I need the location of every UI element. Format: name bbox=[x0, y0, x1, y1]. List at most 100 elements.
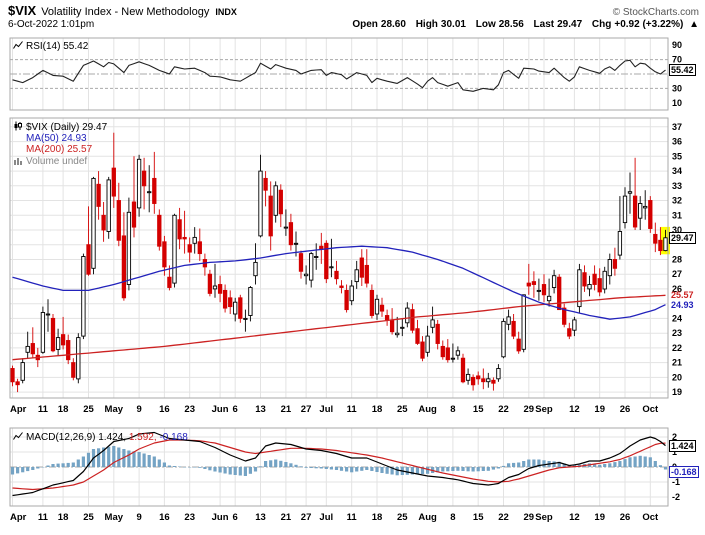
svg-text:Sep: Sep bbox=[535, 512, 553, 523]
svg-text:Oct: Oct bbox=[642, 512, 659, 523]
svg-text:Oct: Oct bbox=[642, 404, 659, 415]
svg-text:13: 13 bbox=[255, 404, 266, 415]
open-value: 28.60 bbox=[380, 19, 406, 30]
svg-text:Jun: Jun bbox=[212, 512, 229, 523]
svg-text:28: 28 bbox=[672, 255, 682, 265]
svg-text:26: 26 bbox=[620, 404, 631, 415]
svg-text:26: 26 bbox=[620, 512, 631, 523]
price-legend-text: $VIX (Daily) 29.47 bbox=[26, 122, 108, 133]
svg-text:16: 16 bbox=[159, 404, 170, 415]
svg-text:30: 30 bbox=[672, 83, 682, 93]
ma200-legend: MA(200) 25.57 bbox=[26, 144, 92, 155]
svg-text:27: 27 bbox=[301, 404, 312, 415]
chg-label: Chg bbox=[591, 19, 612, 30]
ma200-legend-text: MA(200) 25.57 bbox=[26, 144, 93, 155]
svg-text:37: 37 bbox=[672, 122, 682, 132]
svg-text:12: 12 bbox=[569, 512, 580, 523]
svg-text:34: 34 bbox=[672, 166, 682, 176]
svg-text:May: May bbox=[105, 404, 124, 415]
macd-value-label: 1.424 bbox=[669, 440, 696, 452]
svg-text:9: 9 bbox=[136, 512, 141, 523]
svg-text:25: 25 bbox=[397, 512, 408, 523]
svg-text:Sep: Sep bbox=[535, 404, 553, 415]
ma50-legend: MA(50) 24.93 bbox=[26, 133, 87, 144]
svg-text:18: 18 bbox=[372, 512, 383, 523]
macd-legend: MACD(12,26,9) 1.424, 1.592, -0.168 bbox=[13, 431, 188, 444]
svg-text:10: 10 bbox=[672, 98, 682, 108]
svg-text:Aug: Aug bbox=[418, 404, 437, 415]
rsi-panel: 90 70 30 10 bbox=[9, 37, 682, 111]
ma50-line bbox=[12, 245, 666, 320]
up-arrow-icon: ▲ bbox=[689, 19, 699, 30]
hist-value-label: -0.168 bbox=[669, 466, 699, 478]
macd-line bbox=[12, 431, 666, 497]
svg-text:19: 19 bbox=[672, 387, 682, 397]
svg-text:18: 18 bbox=[372, 404, 383, 415]
svg-text:13: 13 bbox=[255, 512, 266, 523]
svg-text:35: 35 bbox=[672, 151, 682, 161]
svg-text:11: 11 bbox=[347, 512, 358, 523]
index-name: Volatility Index - New Methodology bbox=[41, 6, 210, 18]
low-value: 28.56 bbox=[498, 19, 524, 30]
volume-legend-text: Volume undef bbox=[26, 156, 88, 167]
datetime: 6-Oct-2022 1:01pm bbox=[8, 19, 95, 30]
svg-text:11: 11 bbox=[38, 404, 49, 415]
svg-text:25: 25 bbox=[83, 512, 94, 523]
svg-text:25: 25 bbox=[83, 404, 94, 415]
high-value: 30.01 bbox=[440, 19, 466, 30]
svg-text:70: 70 bbox=[672, 55, 682, 65]
svg-text:8: 8 bbox=[450, 404, 455, 415]
rsi-value-label: 55.42 bbox=[669, 64, 696, 76]
exchange: INDX bbox=[215, 7, 237, 17]
signal-line bbox=[12, 439, 666, 491]
svg-text:36: 36 bbox=[672, 137, 682, 147]
svg-text:21: 21 bbox=[281, 512, 292, 523]
svg-text:19: 19 bbox=[594, 404, 605, 415]
ma50-legend-text: MA(50) 24.93 bbox=[26, 133, 87, 144]
line-chart-icon bbox=[13, 431, 23, 444]
svg-text:16: 16 bbox=[159, 512, 170, 523]
macd-panel: 210-1-2 bbox=[9, 427, 680, 507]
macd-legend-main: MACD(12,26,9) 1.424, bbox=[26, 432, 127, 443]
macd-legend-hist: -0.168 bbox=[159, 432, 188, 443]
last-label: Last bbox=[533, 19, 555, 30]
svg-text:23: 23 bbox=[184, 404, 195, 415]
svg-text:15: 15 bbox=[473, 404, 484, 415]
svg-text:-2: -2 bbox=[672, 492, 680, 502]
x-axis-labels: Apr 11 18 25 May 9 16 23 Jun 6 13 21 27 Jul 11 18 25 Aug 8… bbox=[10, 512, 659, 523]
open-label: Open bbox=[352, 19, 378, 30]
svg-text:11: 11 bbox=[38, 512, 49, 523]
svg-text:Apr: Apr bbox=[10, 512, 27, 523]
svg-text:May: May bbox=[105, 512, 124, 523]
svg-text:23: 23 bbox=[184, 512, 195, 523]
symbol: $VIX bbox=[8, 3, 37, 18]
copyright: © StockCharts.com bbox=[612, 7, 699, 18]
svg-text:9: 9 bbox=[136, 404, 141, 415]
svg-text:1: 1 bbox=[672, 447, 677, 457]
svg-text:25: 25 bbox=[397, 404, 408, 415]
quote-line: Open 28.60 High 30.01 Low 28.56 Last 29.47 C… bbox=[345, 19, 699, 30]
svg-text:Jun: Jun bbox=[212, 404, 229, 415]
svg-text:6: 6 bbox=[233, 404, 238, 415]
svg-text:21: 21 bbox=[672, 358, 682, 368]
svg-text:Apr: Apr bbox=[10, 404, 27, 415]
ma50-axis-label: 24.93 bbox=[671, 300, 694, 310]
svg-text:22: 22 bbox=[672, 343, 682, 353]
quote-row: 6-Oct-2022 1:01pm Open 28.60 High 30.01 Lo… bbox=[8, 19, 699, 30]
svg-text:21: 21 bbox=[281, 404, 292, 415]
candlestick-icon bbox=[13, 121, 23, 134]
svg-text:18: 18 bbox=[58, 404, 69, 415]
svg-text:8: 8 bbox=[450, 512, 455, 523]
svg-text:-1: -1 bbox=[672, 477, 680, 487]
volume-legend: Volume undef bbox=[13, 155, 87, 168]
ma200-line bbox=[12, 294, 666, 361]
svg-text:24: 24 bbox=[672, 313, 682, 323]
macd-legend-signal: 1.592, bbox=[128, 432, 157, 443]
high-label: High bbox=[415, 19, 438, 30]
svg-text:18: 18 bbox=[58, 512, 69, 523]
svg-text:Jul: Jul bbox=[319, 404, 333, 415]
svg-text:27: 27 bbox=[301, 512, 312, 523]
last-price-label: 29.47 bbox=[669, 232, 696, 244]
